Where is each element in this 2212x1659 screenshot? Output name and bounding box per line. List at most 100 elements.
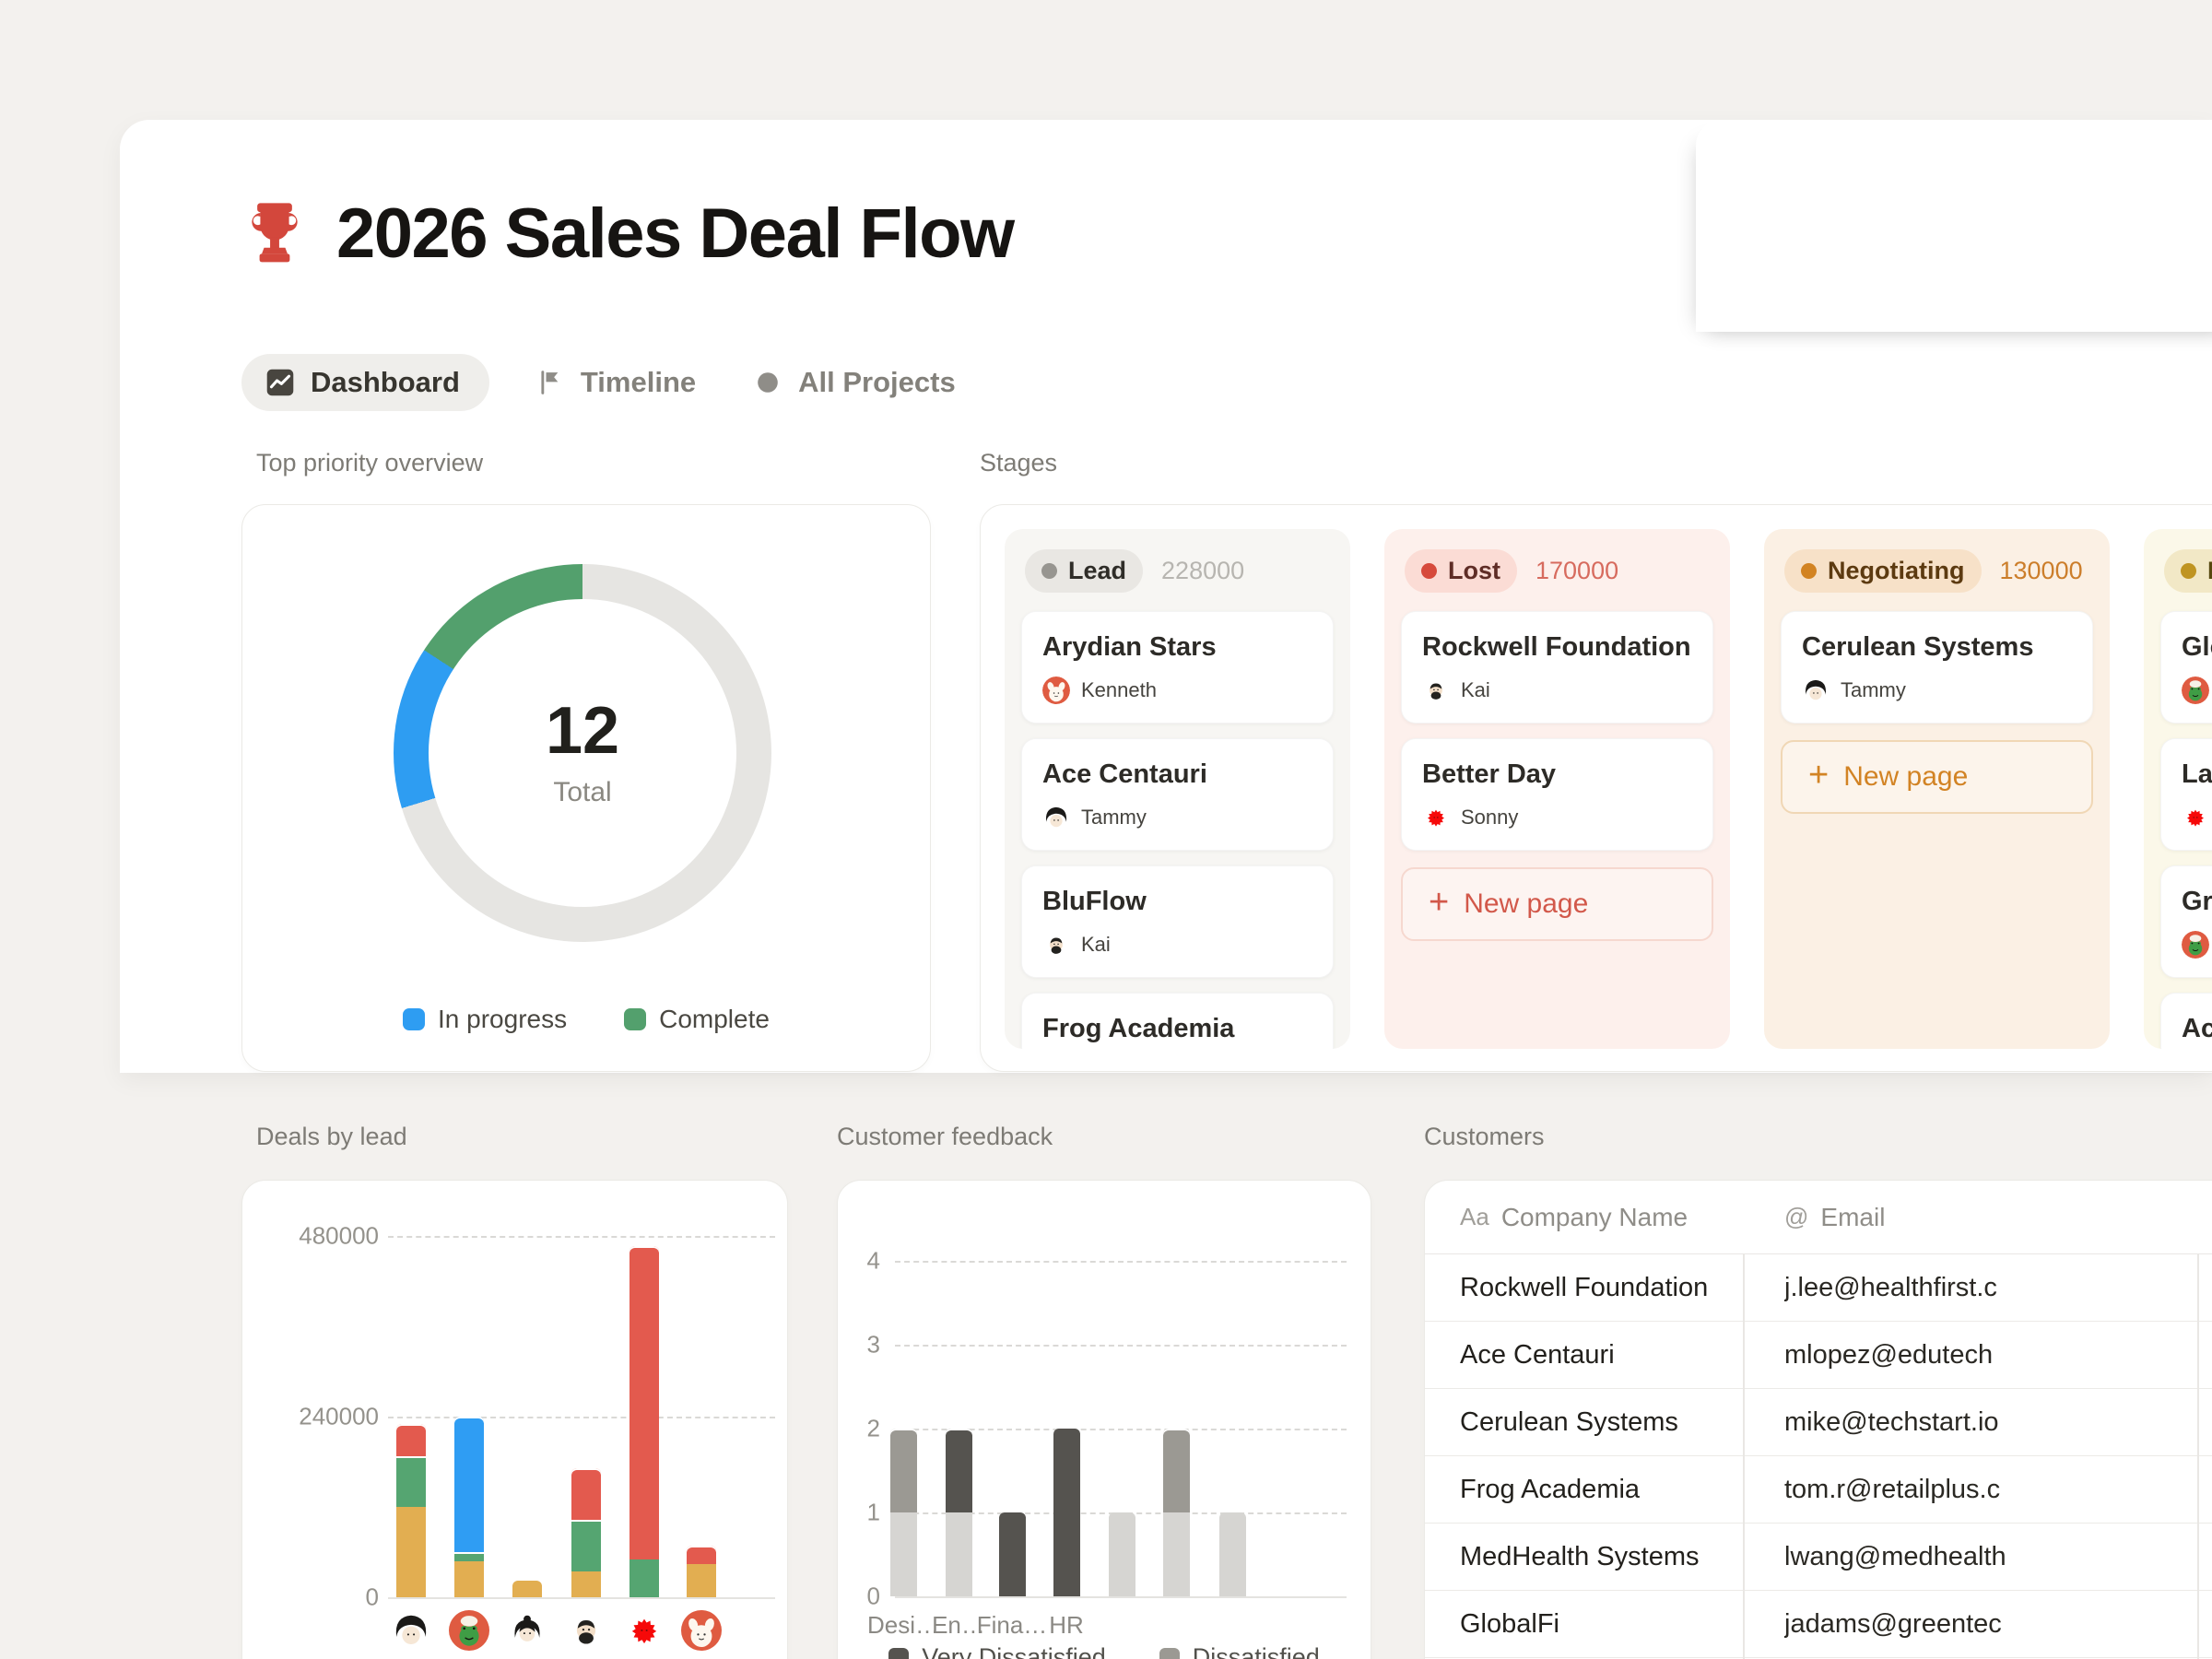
donut-chart: 12 Total bbox=[394, 564, 771, 942]
kanban-card[interactable]: Rockwell Foundation Kai bbox=[1401, 611, 1713, 724]
legend-swatch bbox=[403, 1008, 426, 1030]
card-title: Frog Academia bbox=[1042, 1014, 1235, 1043]
kanban-card[interactable]: Frog AcademiaBrian bbox=[1021, 993, 1334, 1049]
avatar-kai bbox=[1422, 677, 1450, 704]
stage-pill-lost[interactable]: Lost bbox=[1405, 549, 1517, 593]
customer-row[interactable]: GlobalFi jadams@greentec bbox=[1425, 1591, 2212, 1658]
kanban-card[interactable]: Ace Centauri Tammy bbox=[1021, 738, 1334, 851]
y-axis-tick: 0 bbox=[866, 1582, 880, 1610]
legend-label: Complete bbox=[659, 1005, 770, 1033]
deals-panel: 480000 240000 0 bbox=[241, 1180, 788, 1659]
x-axis-avatar-tammy bbox=[391, 1610, 431, 1651]
bar-segment bbox=[889, 1429, 917, 1512]
bar-segment bbox=[945, 1512, 972, 1596]
x-axis-avatar-kai bbox=[566, 1610, 606, 1651]
kanban-card[interactable]: Glo B bbox=[2160, 611, 2212, 724]
kanban-card[interactable]: Better Day Sonny bbox=[1401, 738, 1713, 851]
tab-dashboard[interactable]: Dashboard bbox=[241, 354, 489, 411]
new-page-button[interactable]: + New page bbox=[1401, 867, 1713, 941]
stages-panel: Lead 228000 Arydian Stars Kenneth Ace Centau… bbox=[980, 504, 2212, 1072]
card-list: Cerulean Systems Tammy + New page bbox=[1781, 611, 2093, 814]
at-icon: @ bbox=[1784, 1203, 1809, 1230]
company-cell: Ace Centauri bbox=[1460, 1339, 1615, 1370]
page-header: 2026 Sales Deal Flow bbox=[237, 194, 1015, 274]
kanban-card[interactable]: Gre B bbox=[2160, 865, 2212, 978]
tab-all-projects[interactable]: All Projects bbox=[740, 354, 967, 411]
column-header-company[interactable]: Aa Company Name bbox=[1460, 1181, 1688, 1253]
card-title: Acm bbox=[2182, 1014, 2212, 1043]
assignee-name: Tammy bbox=[1841, 678, 1906, 701]
assignee-name: Kenneth bbox=[1081, 678, 1157, 701]
legend-swatch bbox=[888, 1647, 910, 1659]
company-cell: Rockwell Foundation bbox=[1460, 1272, 1709, 1302]
card-title: Glo bbox=[2182, 632, 2212, 662]
column-header-email[interactable]: @ Email bbox=[1784, 1181, 1885, 1253]
email-cell: lwang@medhealth bbox=[1784, 1541, 2006, 1571]
legend-item-in-progress: In progress bbox=[403, 1005, 567, 1034]
avatar-tammy bbox=[1802, 677, 1830, 704]
card-assignee: Kenneth bbox=[1042, 677, 1312, 704]
y-axis-tick: 1 bbox=[866, 1498, 880, 1526]
section-label-customers: Customers bbox=[1424, 1123, 1545, 1150]
stage-pill-proposal[interactable]: P bbox=[2164, 549, 2212, 593]
avatar-brian bbox=[2182, 931, 2209, 959]
table-header: Aa Company Name @ Email bbox=[1425, 1181, 2212, 1254]
feedback-chart: 4 3 2 1 0 Desi… En… Fina… HR Very Dissatisfied Dis… bbox=[838, 1181, 1371, 1659]
kanban-card[interactable]: Arydian Stars Kenneth bbox=[1021, 611, 1334, 724]
tab-label: Dashboard bbox=[311, 366, 460, 398]
donut-legend: In progress Complete bbox=[242, 1005, 930, 1034]
kanban-card[interactable]: Las S bbox=[2160, 738, 2212, 851]
card-title: BluFlow bbox=[1042, 887, 1147, 916]
bar-segment bbox=[454, 1552, 484, 1561]
gridline bbox=[895, 1596, 1347, 1598]
customer-row[interactable]: Frog Academia tom.r@retailplus.c bbox=[1425, 1456, 2212, 1524]
donut-center: 12 Total bbox=[394, 564, 771, 942]
y-axis-tick: 4 bbox=[866, 1246, 880, 1275]
company-cell: Frog Academia bbox=[1460, 1474, 1641, 1504]
assignee-name: Kai bbox=[1461, 678, 1490, 701]
stage-dot-icon bbox=[1421, 563, 1437, 579]
stage-pill-lead[interactable]: Lead bbox=[1025, 549, 1144, 593]
kanban-column-negotiating: Negotiating 130000 Cerulean Systems Tammy + N… bbox=[1764, 529, 2110, 1049]
x-axis-label: En… bbox=[932, 1611, 985, 1639]
bar-segment bbox=[396, 1456, 426, 1507]
kanban-card[interactable]: AcmK bbox=[2160, 993, 2212, 1049]
company-cell: Cerulean Systems bbox=[1460, 1406, 1678, 1437]
email-cell: jadams@greentec bbox=[1784, 1608, 2002, 1639]
kanban-card[interactable]: Cerulean Systems Tammy bbox=[1781, 611, 2093, 724]
page-title: 2026 Sales Deal Flow bbox=[336, 194, 1015, 273]
new-page-button[interactable]: + New page bbox=[1781, 740, 2093, 814]
card-assignee: Kai bbox=[1422, 677, 1692, 704]
card-title: Cerulean Systems bbox=[1802, 632, 2034, 662]
stage-amount: 170000 bbox=[1535, 557, 1619, 584]
bar-segment bbox=[1053, 1429, 1080, 1596]
legend-item-complete: Complete bbox=[624, 1005, 770, 1034]
x-axis-avatar-sonny bbox=[624, 1610, 665, 1651]
kanban-column-lost: Lost 170000 Rockwell Foundation Kai Better D… bbox=[1384, 529, 1730, 1049]
company-cell: GlobalFi bbox=[1460, 1608, 1559, 1639]
kanban-card[interactable]: BluFlow Kai bbox=[1021, 865, 1334, 978]
avatar-kai bbox=[1042, 931, 1070, 959]
donut-total-value: 12 bbox=[545, 694, 620, 768]
customer-row[interactable]: MedHealth Systems lwang@medhealth bbox=[1425, 1524, 2212, 1591]
tab-timeline[interactable]: Timeline bbox=[523, 354, 707, 411]
section-label-feedback: Customer feedback bbox=[837, 1123, 1053, 1150]
bar-segment bbox=[1218, 1512, 1246, 1596]
avatar-brian bbox=[2182, 677, 2209, 704]
bar-segment bbox=[396, 1507, 426, 1597]
donut-ring bbox=[394, 564, 771, 942]
stage-pill-negotiating[interactable]: Negotiating bbox=[1784, 549, 1982, 593]
avatar-sonny bbox=[2182, 804, 2209, 831]
customer-row[interactable]: Ace Centauri mlopez@edutech bbox=[1425, 1322, 2212, 1389]
flag-icon bbox=[534, 366, 567, 399]
stage-dot-icon bbox=[2181, 563, 2196, 579]
legend-item-dissatisfied: Dissatisfied bbox=[1159, 1643, 1320, 1659]
gridline bbox=[388, 1597, 775, 1599]
section-label-deals: Deals by lead bbox=[256, 1123, 407, 1150]
kanban-column-proposal: P Glo B Las S Gre B AcmK bbox=[2144, 529, 2212, 1049]
card-title: Las bbox=[2182, 759, 2212, 789]
customer-row[interactable]: Cerulean Systems mike@techstart.io bbox=[1425, 1389, 2212, 1456]
customer-row[interactable]: Rockwell Foundation j.lee@healthfirst.c bbox=[1425, 1254, 2212, 1322]
section-label-priority: Top priority overview bbox=[256, 449, 484, 477]
